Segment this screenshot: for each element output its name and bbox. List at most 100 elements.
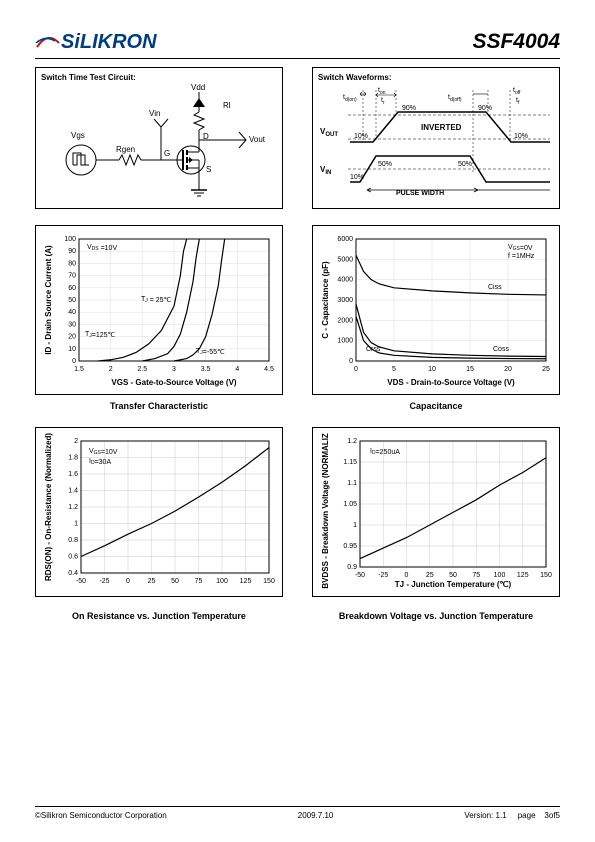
svg-text:25: 25	[148, 578, 156, 585]
svg-text:RDS(ON) - On-Resistance (Norm: RDS(ON) - On-Resistance (Normalized)	[44, 433, 53, 581]
footer-copyright: ©Silikron Semiconductor Corporation	[35, 811, 167, 820]
svg-text:25: 25	[426, 572, 434, 579]
logo: SiLIKRON	[35, 31, 157, 54]
svg-text:1: 1	[353, 522, 357, 529]
switch-time-circuit-panel: Switch Time Test Circuit: Vdd Rl Vout	[35, 67, 283, 209]
svg-text:td(on): td(on)	[343, 94, 357, 103]
svg-text:0.8: 0.8	[68, 537, 78, 544]
svg-text:G: G	[164, 149, 170, 158]
svg-text:50: 50	[449, 572, 457, 579]
svg-text:150: 150	[540, 572, 552, 579]
svg-text:50: 50	[171, 578, 179, 585]
svg-text:1.2: 1.2	[347, 438, 357, 445]
footer-right: Version: 1.1 page 3of5	[464, 811, 560, 820]
svg-text:-25: -25	[378, 572, 388, 579]
svg-text:10%: 10%	[514, 133, 528, 140]
transfer-chart: 1.522.533.544.50102030405060708090100VGS…	[41, 231, 277, 389]
capacitance-chart-panel: 05101520250100020003000400050006000VDS -…	[312, 225, 560, 395]
svg-text:VGS=10V: VGS=10V	[89, 448, 118, 456]
svg-text:1.4: 1.4	[68, 488, 78, 495]
transfer-chart-panel: 1.522.533.544.50102030405060708090100VGS…	[35, 225, 283, 395]
svg-text:Vdd: Vdd	[191, 83, 205, 92]
svg-text:ton: ton	[378, 87, 386, 96]
svg-text:4000: 4000	[337, 277, 353, 284]
svg-text:75: 75	[195, 578, 203, 585]
svg-text:TJ=125℃: TJ=125℃	[85, 331, 116, 339]
svg-text:4: 4	[235, 366, 239, 373]
svg-text:75: 75	[472, 572, 480, 579]
svg-text:VIN: VIN	[320, 165, 331, 176]
svg-text:125: 125	[240, 578, 252, 585]
svg-text:td(off): td(off)	[448, 94, 462, 103]
bvdss-chart: -50-2502550751001251500.90.9511.051.11.1…	[318, 433, 554, 591]
svg-text:2: 2	[74, 438, 78, 445]
svg-text:INVERTED: INVERTED	[421, 123, 462, 132]
svg-text:0.95: 0.95	[343, 543, 357, 550]
svg-text:30: 30	[68, 321, 76, 328]
svg-text:100: 100	[216, 578, 228, 585]
svg-text:50%: 50%	[378, 161, 392, 168]
svg-text:0: 0	[349, 358, 353, 365]
svg-text:20: 20	[68, 334, 76, 341]
row-diagrams: Switch Time Test Circuit: Vdd Rl Vout	[35, 67, 560, 209]
svg-text:ID - Drain Source Current (A): ID - Drain Source Current (A)	[44, 245, 53, 355]
capacitance-chart: 05101520250100020003000400050006000VDS -…	[318, 231, 554, 389]
svg-text:1: 1	[74, 521, 78, 528]
svg-text:VOUT: VOUT	[320, 127, 338, 138]
row-charts-2: -50-2502550751001251500.40.60.811.21.41.…	[35, 427, 560, 621]
svg-text:VGS - Gate-to-Source Voltage (: VGS - Gate-to-Source Voltage (V)	[111, 378, 237, 387]
svg-text:5000: 5000	[337, 256, 353, 263]
svg-text:TJ - Junction Temperature (℃): TJ - Junction Temperature (℃)	[395, 580, 512, 589]
svg-text:0: 0	[126, 578, 130, 585]
svg-text:D: D	[203, 132, 209, 141]
svg-text:ID=250uA: ID=250uA	[370, 448, 400, 456]
svg-text:toff: toff	[513, 87, 521, 96]
svg-text:1.5: 1.5	[74, 366, 84, 373]
switch-waveforms-panel: Switch Waveforms: VOUT 10% 90% 90% 10% I…	[312, 67, 560, 209]
bvdss-chart-panel: -50-2502550751001251500.90.9511.051.11.1…	[312, 427, 560, 597]
svg-text:0.6: 0.6	[68, 554, 78, 561]
page-header: SiLIKRON SSF4004	[35, 30, 560, 54]
bvdss-caption: Breakdown Voltage vs. Junction Temperatu…	[312, 611, 560, 621]
svg-text:90: 90	[68, 248, 76, 255]
capacitance-caption: Capacitance	[312, 401, 560, 411]
svg-text:10%: 10%	[354, 133, 368, 140]
svg-text:BVDSS - Breakdown Voltage (NOR: BVDSS - Breakdown Voltage (NORMALIZED)	[321, 433, 330, 589]
circuit-title: Switch Time Test Circuit:	[41, 73, 277, 82]
svg-text:-50: -50	[76, 578, 86, 585]
svg-text:0: 0	[405, 572, 409, 579]
svg-text:3: 3	[172, 366, 176, 373]
svg-text:0.9: 0.9	[347, 564, 357, 571]
svg-text:TJ=-55℃: TJ=-55℃	[196, 348, 225, 356]
svg-text:1.1: 1.1	[347, 480, 357, 487]
svg-text:Rl: Rl	[223, 101, 231, 110]
svg-text:50%: 50%	[458, 161, 472, 168]
svg-text:125: 125	[517, 572, 529, 579]
svg-text:1.15: 1.15	[343, 459, 357, 466]
svg-text:Vin: Vin	[149, 109, 160, 118]
svg-text:Crss: Crss	[366, 346, 381, 353]
svg-text:Coss: Coss	[493, 346, 509, 353]
svg-text:2: 2	[109, 366, 113, 373]
svg-text:20: 20	[504, 366, 512, 373]
transfer-caption: Transfer Characteristic	[35, 401, 283, 411]
header-rule	[35, 58, 560, 59]
svg-text:100: 100	[494, 572, 506, 579]
svg-text:-25: -25	[99, 578, 109, 585]
page-footer: ©Silikron Semiconductor Corporation 2009…	[35, 806, 560, 820]
svg-text:1000: 1000	[337, 338, 353, 345]
waveforms-diagram: VOUT 10% 90% 90% 10% INVERTED td(on)	[318, 82, 554, 204]
svg-text:3000: 3000	[337, 297, 353, 304]
svg-text:6000: 6000	[337, 236, 353, 243]
svg-text:Vout: Vout	[249, 135, 266, 144]
svg-text:10: 10	[428, 366, 436, 373]
svg-text:VGS=0V: VGS=0V	[508, 244, 533, 252]
svg-text:0.4: 0.4	[68, 570, 78, 577]
svg-text:0: 0	[354, 366, 358, 373]
svg-text:15: 15	[466, 366, 474, 373]
rdson-chart: -50-2502550751001251500.40.60.811.21.41.…	[41, 433, 277, 591]
svg-text:150: 150	[263, 578, 275, 585]
svg-text:1.8: 1.8	[68, 455, 78, 462]
svg-text:Vgs: Vgs	[71, 131, 85, 140]
svg-text:f =1MHz: f =1MHz	[508, 253, 535, 260]
